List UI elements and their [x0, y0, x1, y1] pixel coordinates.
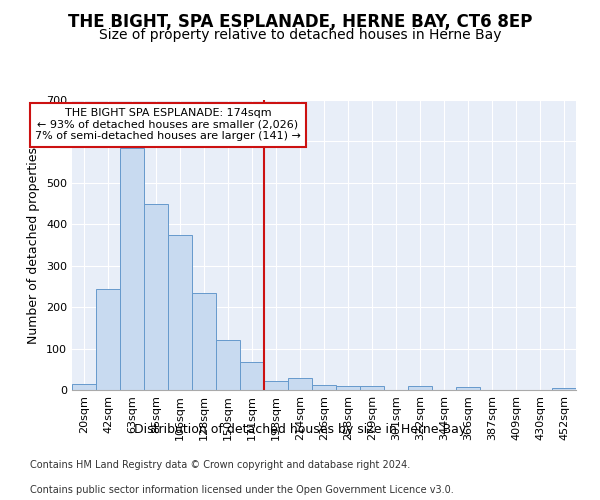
- Bar: [456, 386, 480, 390]
- Text: Distribution of detached houses by size in Herne Bay: Distribution of detached houses by size …: [134, 422, 466, 436]
- Bar: [192, 292, 216, 390]
- Bar: [264, 381, 288, 390]
- Bar: [96, 288, 120, 390]
- Text: THE BIGHT SPA ESPLANADE: 174sqm
← 93% of detached houses are smaller (2,026)
7% : THE BIGHT SPA ESPLANADE: 174sqm ← 93% of…: [35, 108, 301, 142]
- Bar: [120, 148, 144, 390]
- Text: Size of property relative to detached houses in Herne Bay: Size of property relative to detached ho…: [99, 28, 501, 42]
- Text: Contains HM Land Registry data © Crown copyright and database right 2024.: Contains HM Land Registry data © Crown c…: [30, 460, 410, 470]
- Text: THE BIGHT, SPA ESPLANADE, HERNE BAY, CT6 8EP: THE BIGHT, SPA ESPLANADE, HERNE BAY, CT6…: [68, 12, 532, 30]
- Bar: [360, 386, 384, 390]
- Y-axis label: Number of detached properties: Number of detached properties: [28, 146, 40, 344]
- Bar: [240, 362, 264, 390]
- Bar: [168, 234, 192, 390]
- Bar: [336, 386, 360, 390]
- Text: Contains public sector information licensed under the Open Government Licence v3: Contains public sector information licen…: [30, 485, 454, 495]
- Bar: [312, 385, 336, 390]
- Bar: [408, 386, 432, 390]
- Bar: [72, 384, 96, 390]
- Bar: [288, 378, 312, 390]
- Bar: [144, 204, 168, 390]
- Bar: [216, 340, 240, 390]
- Bar: [552, 388, 576, 390]
